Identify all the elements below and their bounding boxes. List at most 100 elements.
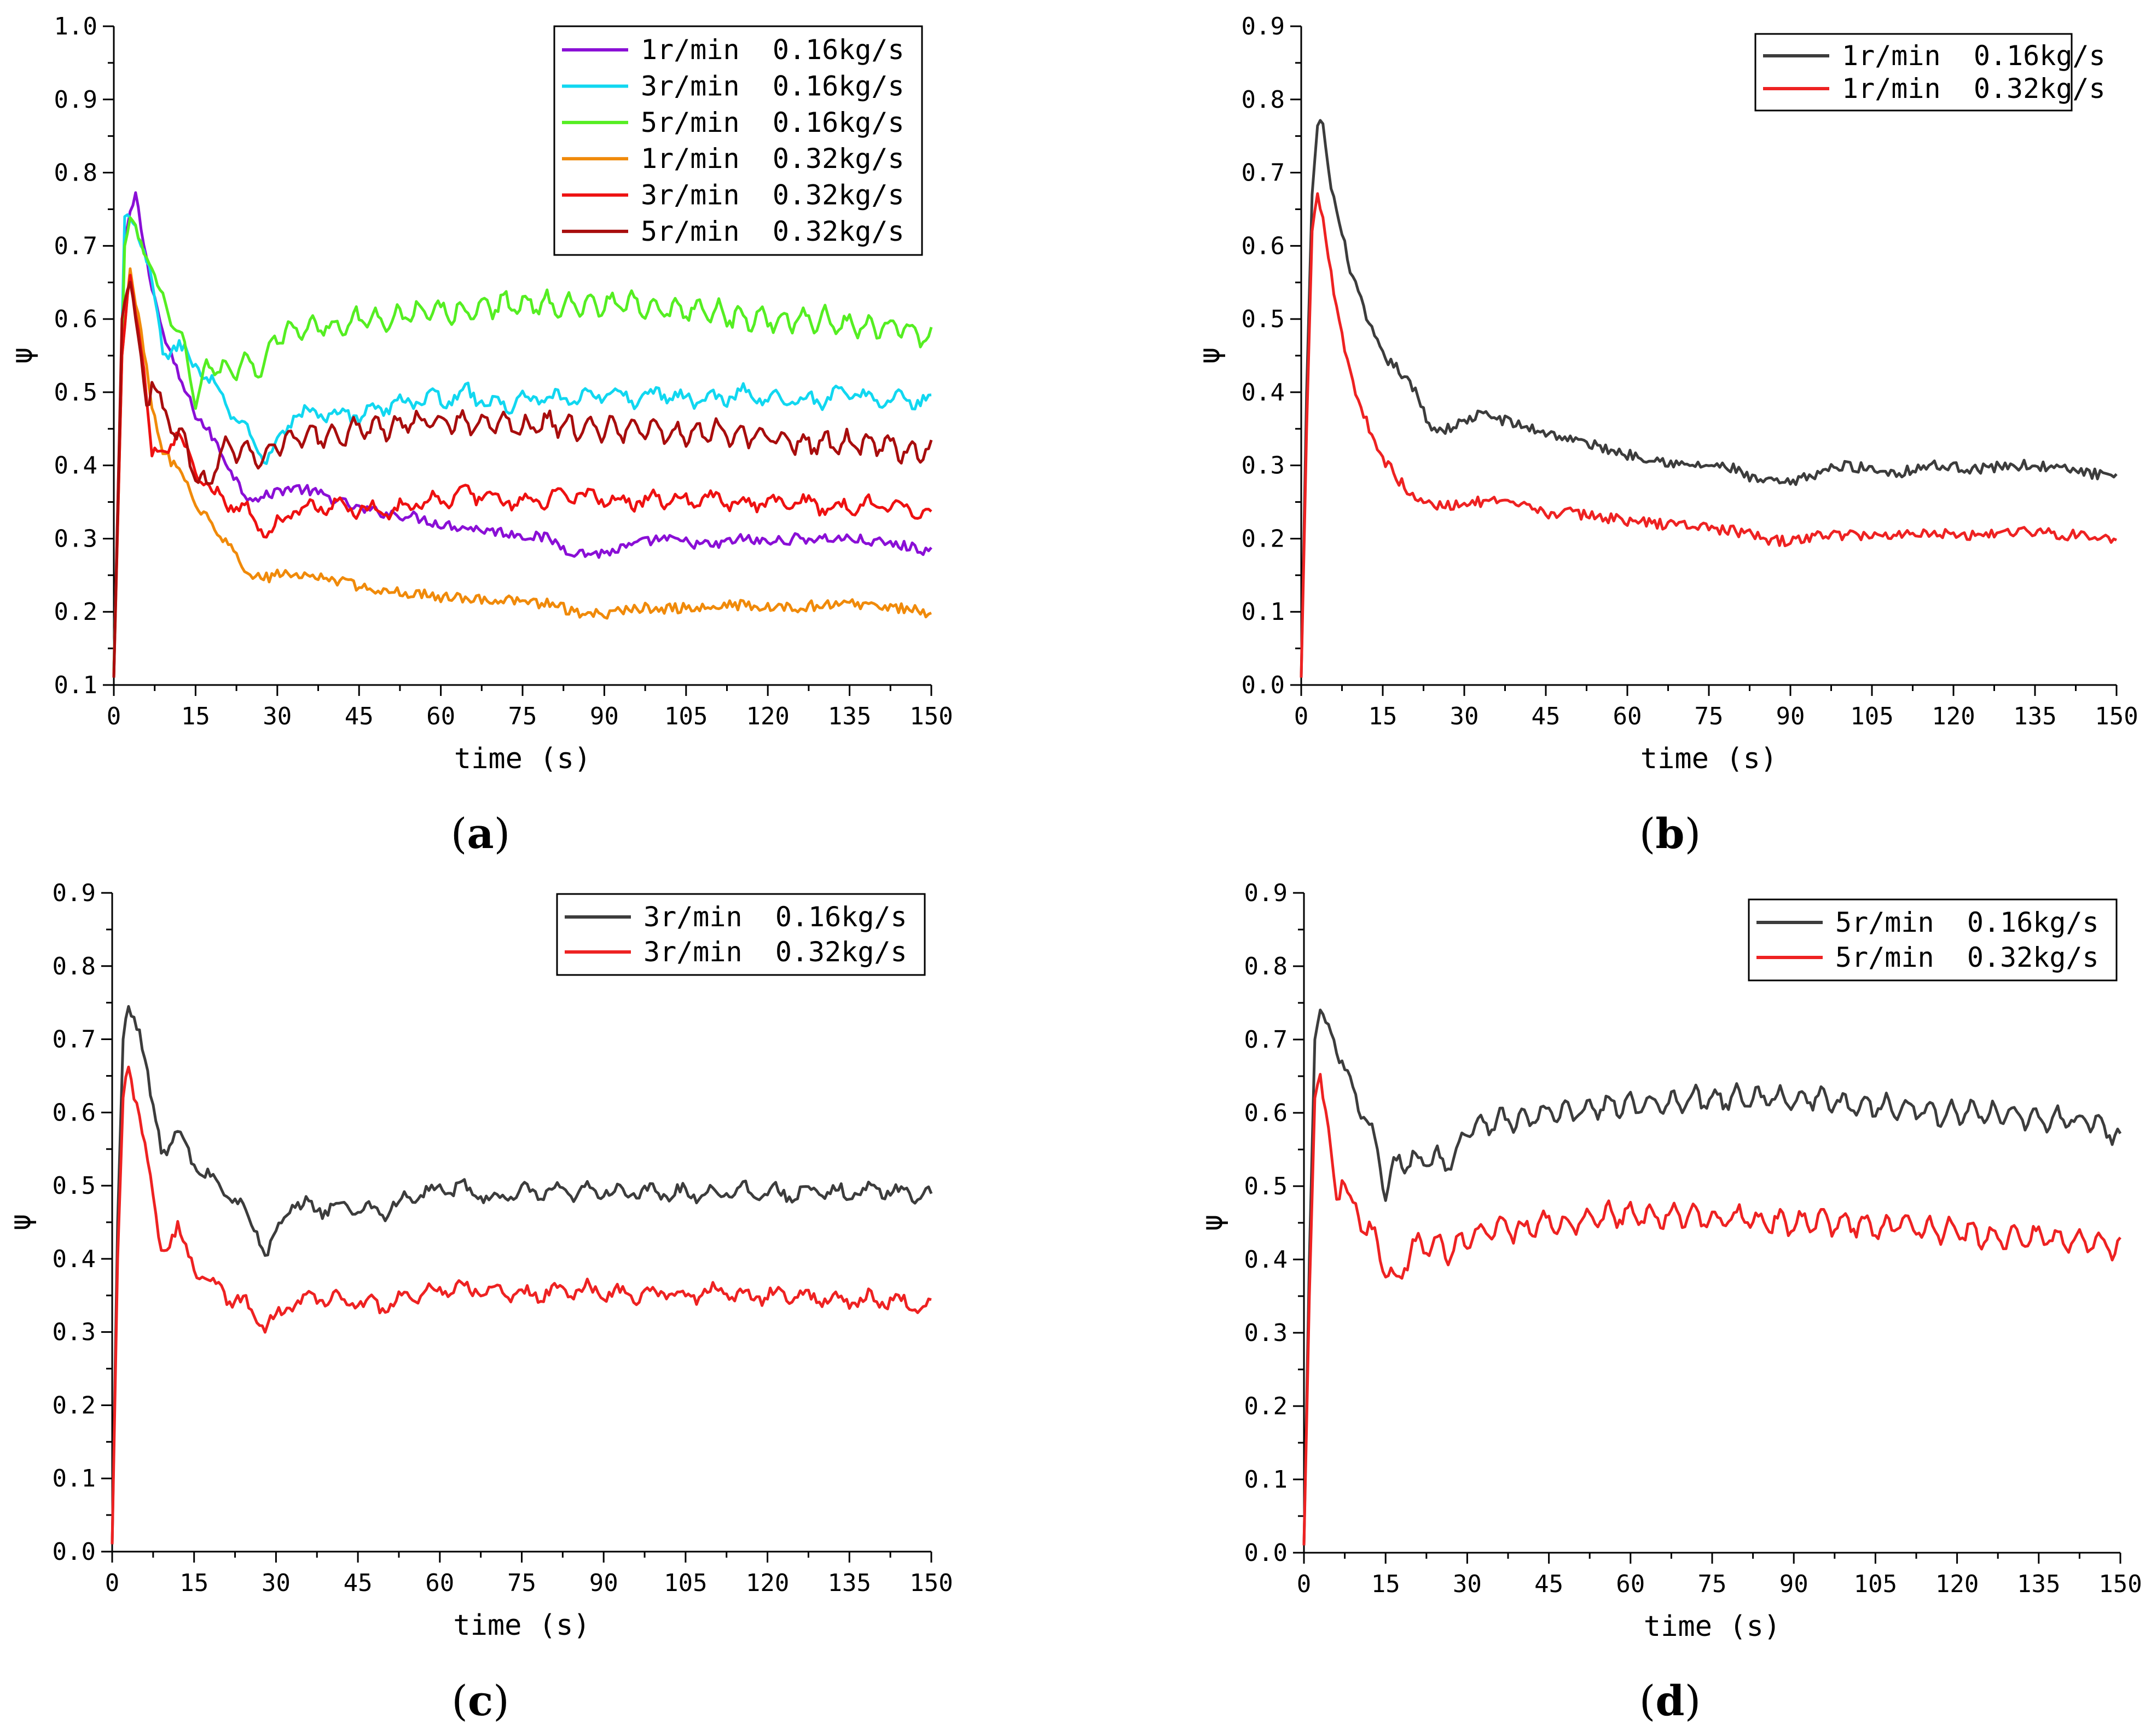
series-line-5 <box>112 274 932 678</box>
series-line-3 <box>112 216 933 671</box>
y-tick-label: 0.9 <box>53 879 96 907</box>
panel-label-b: (b) <box>1639 809 1701 858</box>
y-tick-label: 0.0 <box>53 1538 96 1566</box>
y-tick-label: 0.6 <box>54 305 97 333</box>
x-tick-label: 150 <box>2098 1570 2142 1598</box>
chart-panel-d: 0.0 0.1 0.2 0.3 0.4 0.5 0.6 0.7 0.8 0.9 0 15 30 45 60 7… <box>1196 879 2142 1643</box>
x-tick-label: 150 <box>2095 702 2138 730</box>
y-tick-label: 0.2 <box>54 598 97 626</box>
x-tick-label: 75 <box>1695 702 1724 730</box>
legend-entry-label: 1r/min 0.32kg/s <box>1842 73 2106 104</box>
legend-entry-label: 5r/min 0.16kg/s <box>1835 907 2099 938</box>
y-tick-label: 0.4 <box>54 452 97 480</box>
x-tick-label: 0 <box>107 702 121 730</box>
y-tick-label: 0.1 <box>54 671 97 699</box>
y-tick-label: 0.7 <box>1242 159 1285 187</box>
legend-entry-label: 1r/min 0.16kg/s <box>1842 40 2106 72</box>
y-tick-label: 0.5 <box>1244 1172 1288 1200</box>
legend-entry-label: 5r/min 0.16kg/s <box>641 107 905 138</box>
y-tick-label: 0.5 <box>53 1172 96 1200</box>
x-tick-label: 60 <box>425 1569 454 1597</box>
y-tick-label: 0.3 <box>53 1319 96 1346</box>
x-tick-label: 135 <box>2017 1570 2060 1598</box>
x-tick-label: 15 <box>179 1569 208 1597</box>
legend-box <box>1748 898 2118 982</box>
x-tick-label: 105 <box>664 1569 707 1597</box>
x-tick-label: 75 <box>1698 1570 1727 1598</box>
series-line-4 <box>112 267 932 678</box>
y-tick-label: 0.5 <box>54 379 97 407</box>
x-tick-label: 0 <box>1294 702 1309 730</box>
x-tick-label: 30 <box>262 1569 291 1597</box>
y-tick-label: 0.1 <box>1244 1466 1288 1494</box>
x-tick-label: 45 <box>1532 702 1561 730</box>
legend-entry-label: 3r/min 0.16kg/s <box>641 71 905 102</box>
chart-panel-a: 0.1 0.2 0.3 0.4 0.5 0.6 0.7 0.8 0.9 1.0 0 15 30 45 60 7… <box>6 13 953 775</box>
x-tick-label: 105 <box>1850 702 1893 730</box>
x-tick-label: 30 <box>263 702 292 730</box>
series-line-2 <box>112 213 932 671</box>
x-tick-label: 0 <box>1297 1570 1312 1598</box>
legend-entry-label: 5r/min 0.32kg/s <box>1835 942 2099 973</box>
y-tick-label: 0.7 <box>54 232 97 260</box>
x-tick-label: 15 <box>1371 1570 1400 1598</box>
y-tick-label: 0.6 <box>53 1099 96 1127</box>
x-tick-label: 105 <box>1854 1570 1897 1598</box>
y-axis-title: ψ <box>1193 347 1226 364</box>
legend-entry-label: 3r/min 0.16kg/s <box>643 901 907 933</box>
x-tick-label: 75 <box>507 1569 536 1597</box>
y-axis-title: ψ <box>4 1214 37 1230</box>
series-line-2 <box>1302 1073 2121 1546</box>
x-tick-label: 135 <box>828 702 871 730</box>
y-tick-label: 0.3 <box>1244 1319 1288 1347</box>
x-axis-title: time (s) <box>1644 1610 1781 1643</box>
chart-panel-c: 0.0 0.1 0.2 0.3 0.4 0.5 0.6 0.7 0.8 0.9 0 15 30 45 60 7… <box>4 879 953 1642</box>
x-tick-label: 90 <box>1776 702 1805 730</box>
series-line-2 <box>111 1065 932 1545</box>
x-tick-label: 90 <box>590 702 619 730</box>
x-tick-label: 150 <box>909 1569 953 1597</box>
y-tick-label: 0.8 <box>1244 953 1288 980</box>
x-tick-label: 45 <box>345 702 374 730</box>
x-tick-label: 60 <box>426 702 455 730</box>
panel-label-c: (c) <box>451 1676 509 1725</box>
x-tick-label: 90 <box>1779 1570 1808 1598</box>
x-axis-title: time (s) <box>453 1609 590 1642</box>
y-tick-label: 0.1 <box>53 1465 96 1493</box>
x-axis-title: time (s) <box>454 742 591 775</box>
legend-entry-label: 1r/min 0.16kg/s <box>641 34 905 66</box>
series-line-2 <box>1300 192 2118 678</box>
legend-entry-label: 5r/min 0.32kg/s <box>641 216 905 247</box>
x-tick-label: 60 <box>1613 702 1642 730</box>
x-tick-label: 135 <box>2013 702 2056 730</box>
x-tick-label: 0 <box>105 1569 120 1597</box>
y-tick-label: 0.8 <box>1242 86 1285 114</box>
series-line-1 <box>1302 1008 2122 1546</box>
y-tick-label: 0.0 <box>1242 671 1285 699</box>
x-tick-label: 15 <box>181 702 210 730</box>
y-tick-label: 0.8 <box>53 953 96 980</box>
x-tick-label: 120 <box>1932 702 1975 730</box>
y-tick-label: 0.8 <box>54 159 97 187</box>
y-tick-label: 0.6 <box>1242 232 1285 260</box>
x-tick-label: 105 <box>664 702 708 730</box>
x-tick-label: 90 <box>589 1569 618 1597</box>
x-tick-label: 135 <box>828 1569 871 1597</box>
chart-panel-b: 0.0 0.1 0.2 0.3 0.4 0.5 0.6 0.7 0.8 0.9 0 15 30 45 60 7… <box>1193 13 2138 775</box>
y-tick-label: 0.7 <box>1244 1026 1288 1054</box>
legend-box <box>1754 33 2073 112</box>
panel-label-d: (d) <box>1639 1676 1701 1725</box>
legend-box <box>556 893 926 976</box>
x-tick-label: 120 <box>746 702 789 730</box>
legend-entry-label: 3r/min 0.32kg/s <box>641 179 905 211</box>
y-tick-label: 0.7 <box>53 1026 96 1054</box>
x-tick-label: 120 <box>1935 1570 1979 1598</box>
series-line-1 <box>112 191 932 671</box>
y-tick-label: 0.6 <box>1244 1099 1288 1127</box>
x-tick-label: 45 <box>1534 1570 1563 1598</box>
y-tick-label: 0.9 <box>54 86 97 114</box>
y-tick-label: 0.2 <box>53 1391 96 1419</box>
series-line-1 <box>111 1005 933 1545</box>
